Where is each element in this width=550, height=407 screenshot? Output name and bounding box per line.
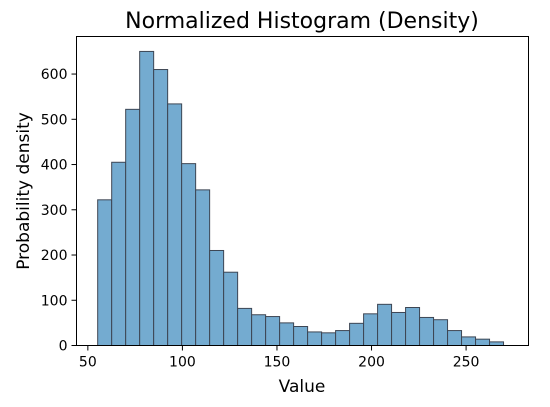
histogram-bar-19 <box>363 313 379 346</box>
y-axis-label: Probability density <box>14 112 34 270</box>
histogram-bar-26 <box>461 336 477 346</box>
x-axis-label: Value <box>279 377 326 397</box>
histogram-bar-24 <box>433 319 449 346</box>
histogram-bar-12 <box>265 316 281 346</box>
bars-group <box>97 50 505 347</box>
histogram-bar-9 <box>223 271 239 346</box>
histogram-bar-21 <box>391 311 407 346</box>
histogram-bar-8 <box>209 249 225 347</box>
chart-title: Normalized Histogram (Density) <box>125 9 479 34</box>
y-tick-label: 500 <box>41 112 68 128</box>
histogram-bar-10 <box>237 307 253 346</box>
histogram-bar-14 <box>293 326 309 346</box>
y-tick-label: 100 <box>41 293 68 309</box>
histogram-bar-1 <box>111 161 127 346</box>
x-tick-label: 250 <box>453 355 480 371</box>
histogram-bar-5 <box>167 103 183 346</box>
x-tick-label: 150 <box>264 355 291 371</box>
x-tick-label: 50 <box>79 355 97 371</box>
histogram-bar-25 <box>447 330 463 347</box>
histogram-bar-16 <box>321 332 337 346</box>
histogram-bar-17 <box>335 330 351 347</box>
y-tick-label: 400 <box>41 158 68 174</box>
x-tick-label: 200 <box>358 355 385 371</box>
histogram-bar-18 <box>349 322 365 346</box>
histogram-bar-0 <box>97 199 113 346</box>
y-tick-label: 200 <box>41 248 68 264</box>
histogram-bar-20 <box>377 303 393 346</box>
histogram-bar-22 <box>405 307 421 346</box>
plot-frame <box>76 36 529 346</box>
histogram-bar-2 <box>125 108 141 346</box>
y-axis-ticks: 0 100 200 300 400 500 600 <box>41 67 77 355</box>
histogram-bar-13 <box>279 322 295 347</box>
x-axis-ticks: 50 100 150 200 250 <box>79 345 480 371</box>
histogram-bar-27 <box>475 338 491 347</box>
histogram-bar-11 <box>251 314 267 346</box>
histogram-bar-15 <box>307 331 323 346</box>
histogram-bar-6 <box>181 163 197 346</box>
y-tick-label: 300 <box>41 203 68 219</box>
histogram-bar-23 <box>419 316 435 347</box>
y-tick-label: 0 <box>59 339 68 355</box>
histogram-bar-3 <box>139 50 155 347</box>
y-tick-label: 600 <box>41 67 68 83</box>
histogram-bar-4 <box>153 69 169 346</box>
x-tick-label: 100 <box>169 355 196 371</box>
histogram-bar-28 <box>489 341 505 347</box>
histogram-bar-7 <box>195 189 211 346</box>
